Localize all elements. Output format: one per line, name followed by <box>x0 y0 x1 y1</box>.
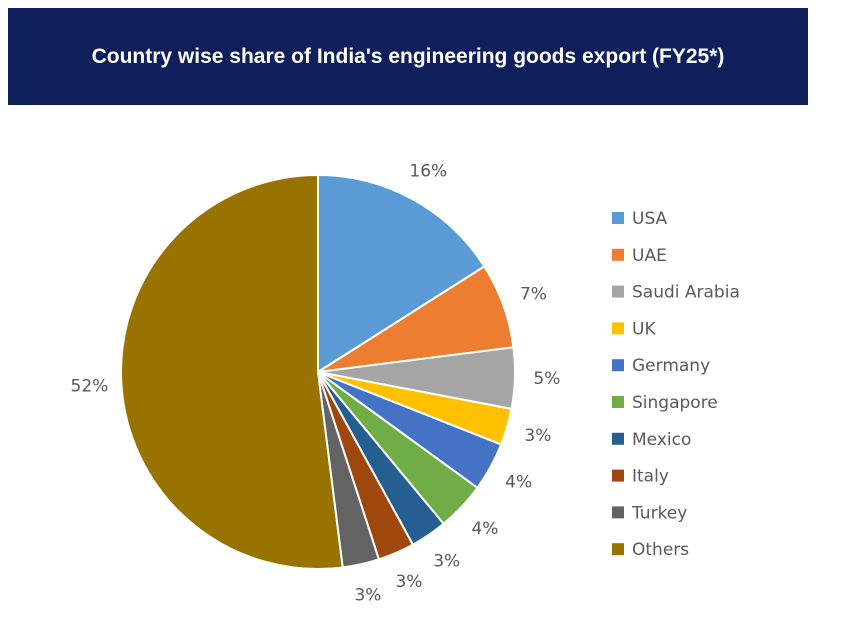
legend-marker <box>612 469 624 482</box>
data-label: 5% <box>533 369 560 389</box>
legend-label: Others <box>632 540 689 560</box>
legend-marker <box>612 396 624 408</box>
data-label: 3% <box>524 426 551 446</box>
legend-marker <box>612 506 624 519</box>
legend-label: Saudi Arabia <box>632 283 740 303</box>
legend-label: Mexico <box>632 430 691 450</box>
data-label: 4% <box>505 472 532 492</box>
legend-marker <box>612 322 624 335</box>
data-label: 7% <box>520 284 547 304</box>
data-label: 3% <box>395 572 422 592</box>
data-label: 4% <box>471 519 498 539</box>
data-label: 3% <box>433 551 460 571</box>
legend-marker <box>612 212 624 224</box>
legend-marker <box>612 285 624 298</box>
chart-title: Country wise share of India's engineerin… <box>91 44 725 68</box>
legend-label: Singapore <box>632 393 718 413</box>
legend-label: Italy <box>632 467 669 487</box>
legend-marker <box>612 248 624 261</box>
pie-slice <box>317 173 486 374</box>
data-label: 16% <box>409 161 447 181</box>
pie-slice <box>120 173 344 570</box>
legend-marker <box>612 359 624 372</box>
legend-marker <box>612 432 624 445</box>
legend-label: USA <box>632 209 668 229</box>
legend-label: Germany <box>632 356 710 376</box>
legend-marker <box>612 543 624 556</box>
legend-label: UK <box>632 319 656 339</box>
data-label: 52% <box>71 376 109 396</box>
title-banner: Country wise share of India's engineerin… <box>8 8 808 105</box>
legend-label: UAE <box>632 246 667 266</box>
legend-label: Turkey <box>631 503 687 523</box>
data-label: 3% <box>354 585 381 605</box>
